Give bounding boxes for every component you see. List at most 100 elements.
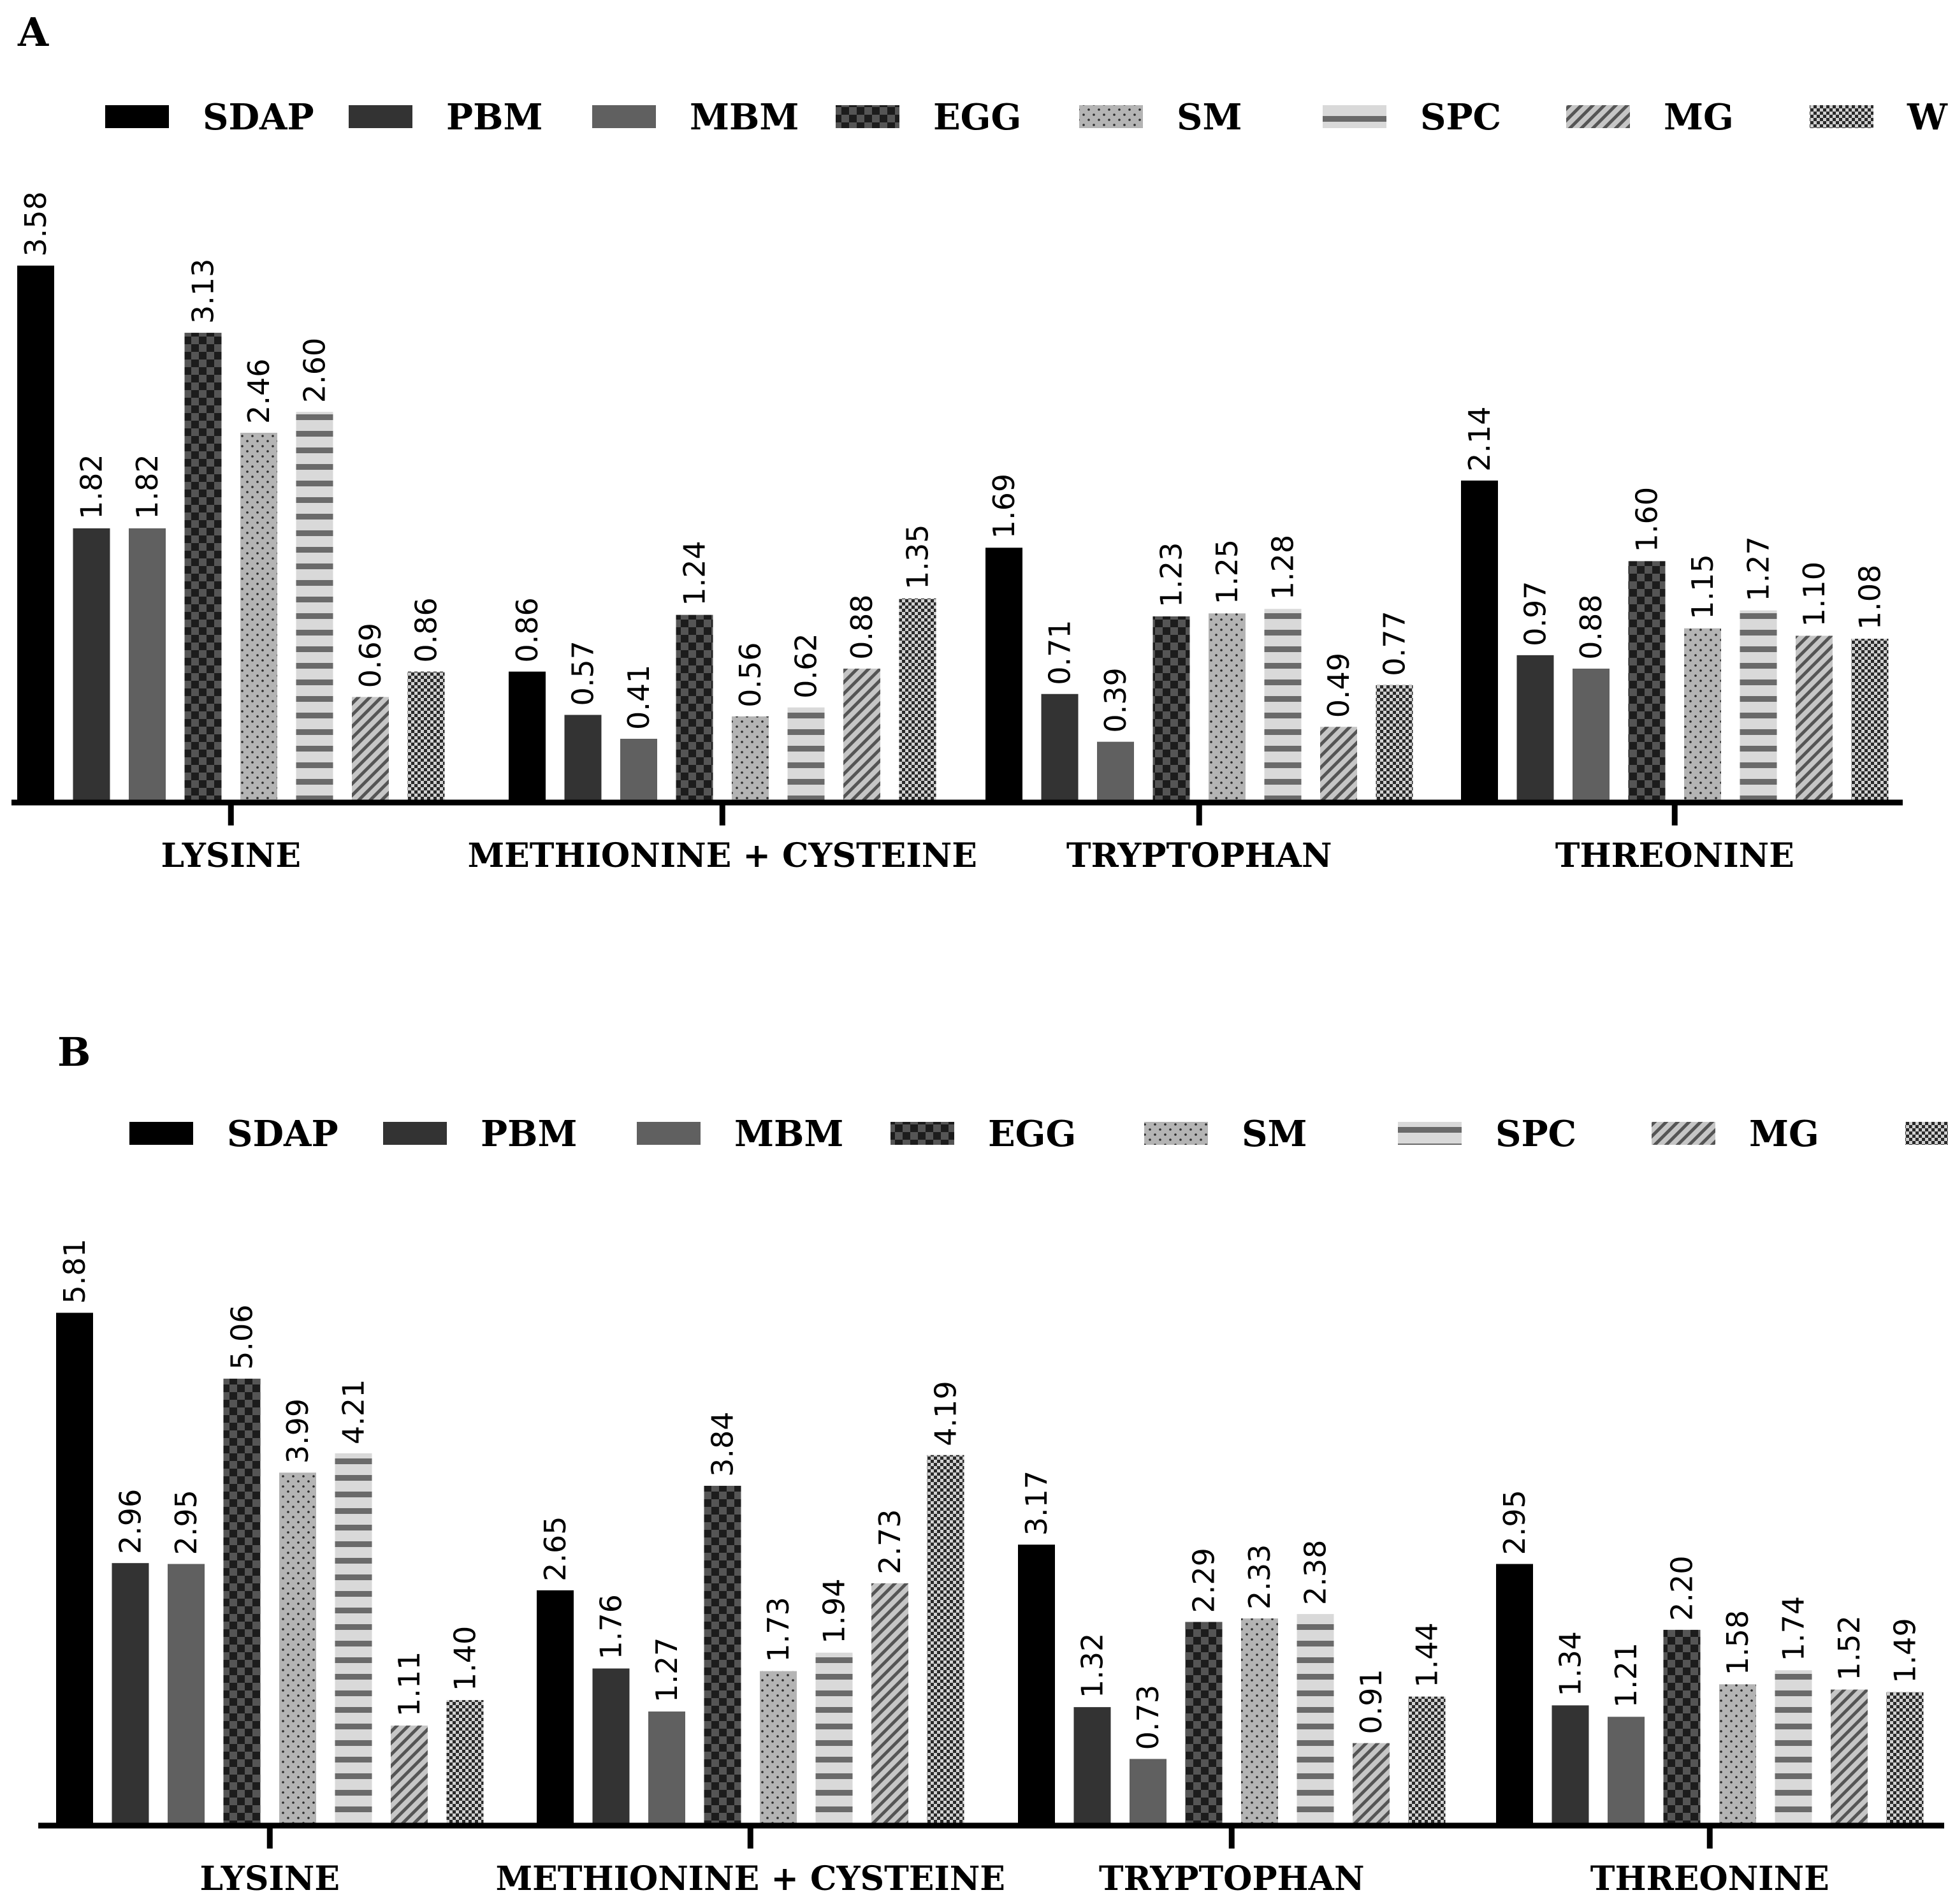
panel-letter: B <box>57 1029 91 1075</box>
value-label: 0.56 <box>733 642 767 707</box>
chart-panel-a: A SDAP PBM MBM EGG SM SPC MG WG 3.58 1.82 1.82 3.13 2… <box>11 9 1948 875</box>
bar-spc-0 <box>296 412 333 800</box>
value-label: 0.91 <box>1354 1669 1388 1734</box>
value-label: 1.34 <box>1553 1631 1588 1696</box>
bar-spc-1 <box>815 1652 853 1823</box>
x-tick-label: LYSINE <box>200 1859 340 1898</box>
value-label: 1.32 <box>1075 1633 1110 1698</box>
x-tick-label: THREONINE <box>1590 1859 1829 1898</box>
bar-sm-3 <box>1684 628 1721 800</box>
bar-mg-3 <box>1831 1689 1868 1823</box>
value-label: 0.71 <box>1043 620 1077 685</box>
value-label: 1.73 <box>761 1597 796 1662</box>
value-label: 0.86 <box>409 597 444 662</box>
bar-mbm-3 <box>1608 1717 1645 1823</box>
value-label: 0.88 <box>1574 595 1608 660</box>
legend-label-mg: MG <box>1664 96 1734 138</box>
legend-swatch-spc <box>1323 105 1386 128</box>
bars: 5.81 2.96 2.95 5.06 3.99 4.21 1.11 1.40 2.65 1.76… <box>56 1239 1924 1823</box>
bar-spc-2 <box>1297 1614 1334 1823</box>
value-label: 1.52 <box>1832 1615 1866 1680</box>
legend-label-sm: SM <box>1177 96 1242 138</box>
bar-wg-0 <box>446 1700 484 1823</box>
bar-pbm-3 <box>1516 655 1554 800</box>
x-tick-label: TRYPTOPHAN <box>1099 1859 1365 1898</box>
value-label: 1.76 <box>594 1594 629 1659</box>
bar-sdap-2 <box>1018 1544 1055 1823</box>
value-label: 1.11 <box>392 1652 426 1717</box>
bar-sdap-1 <box>537 1590 574 1823</box>
bar-wg-2 <box>1376 685 1413 800</box>
bar-spc-1 <box>787 707 825 800</box>
value-label: 1.58 <box>1720 1610 1755 1675</box>
legend-label-mbm: MBM <box>734 1113 843 1155</box>
bar-mg-1 <box>843 668 880 800</box>
bar-mg-0 <box>352 697 389 800</box>
value-label: 2.95 <box>1497 1490 1532 1555</box>
bar-mbm-1 <box>620 738 657 800</box>
legend: SDAPPBMMBMEGGSMSPCMGWG <box>129 1113 1948 1155</box>
legend-label-egg: EGG <box>933 96 1021 138</box>
value-label: 2.95 <box>169 1490 203 1555</box>
bar-sm-3 <box>1719 1684 1756 1823</box>
bar-mg-2 <box>1320 727 1357 800</box>
bar-sdap-0 <box>56 1312 93 1823</box>
legend-swatch-pbm <box>383 1122 447 1145</box>
panel-letter: A <box>17 9 49 55</box>
bar-mbm-1 <box>648 1711 685 1823</box>
value-label: 1.49 <box>1888 1618 1923 1683</box>
value-label: 4.19 <box>929 1381 963 1446</box>
value-label: 0.41 <box>621 665 656 730</box>
value-label: 0.57 <box>566 641 600 706</box>
bar-sm-0 <box>279 1472 316 1823</box>
bar-egg-1 <box>704 1485 741 1823</box>
legend-label-mbm: MBM <box>690 96 799 138</box>
value-label: 2.46 <box>242 359 276 424</box>
value-label: 2.65 <box>538 1516 572 1581</box>
legend-swatch-wg <box>1810 105 1873 128</box>
x-tick-label: TRYPTOPHAN <box>1066 836 1332 875</box>
value-label: 3.17 <box>1019 1471 1054 1536</box>
bar-pbm-1 <box>564 715 602 800</box>
bar-mg-3 <box>1796 636 1833 800</box>
value-label: 1.21 <box>1609 1643 1643 1708</box>
bar-mg-2 <box>1353 1743 1390 1823</box>
value-label: 0.77 <box>1377 611 1412 676</box>
bar-mg-1 <box>871 1583 908 1823</box>
legend-label-wg: WG <box>1907 96 1948 138</box>
value-label: 1.94 <box>817 1578 852 1643</box>
bar-pbm-3 <box>1552 1705 1589 1823</box>
bar-wg-1 <box>899 598 936 800</box>
bar-egg-0 <box>184 333 222 800</box>
bar-wg-3 <box>1886 1692 1924 1823</box>
legend-swatch-mg <box>1652 1122 1715 1145</box>
legend-swatch-egg <box>890 1122 954 1145</box>
bar-egg-0 <box>223 1378 261 1823</box>
legend-swatch-mbm <box>592 105 656 128</box>
legend-swatch-wg <box>1905 1122 1948 1145</box>
bar-pbm-0 <box>112 1563 149 1823</box>
value-label: 1.25 <box>1210 539 1244 604</box>
bar-pbm-2 <box>1073 1707 1111 1823</box>
legend-label-sdap: SDAP <box>203 96 314 138</box>
x-tick-label: THREONINE <box>1555 836 1794 875</box>
value-label: 0.88 <box>845 595 879 660</box>
value-label: 1.27 <box>1741 536 1776 601</box>
value-label: 1.69 <box>987 474 1021 539</box>
value-label: 2.29 <box>1187 1548 1221 1613</box>
bar-mbm-3 <box>1573 668 1610 800</box>
bar-mbm-0 <box>168 1564 205 1823</box>
value-label: 3.58 <box>18 191 53 256</box>
value-label: 5.06 <box>225 1304 259 1369</box>
legend-label-mg: MG <box>1749 1113 1819 1155</box>
legend-swatch-sm <box>1079 105 1143 128</box>
value-label: 3.13 <box>186 259 221 324</box>
value-label: 1.24 <box>678 541 712 606</box>
bar-pbm-1 <box>592 1668 630 1823</box>
value-label: 5.81 <box>57 1239 92 1304</box>
value-label: 0.49 <box>1321 653 1356 718</box>
bar-sdap-1 <box>509 671 546 800</box>
bar-egg-1 <box>676 614 713 800</box>
chart-panel-b: BSDAPPBMMBMEGGSMSPCMGWG5.812.962.955.063… <box>38 1029 1948 1898</box>
